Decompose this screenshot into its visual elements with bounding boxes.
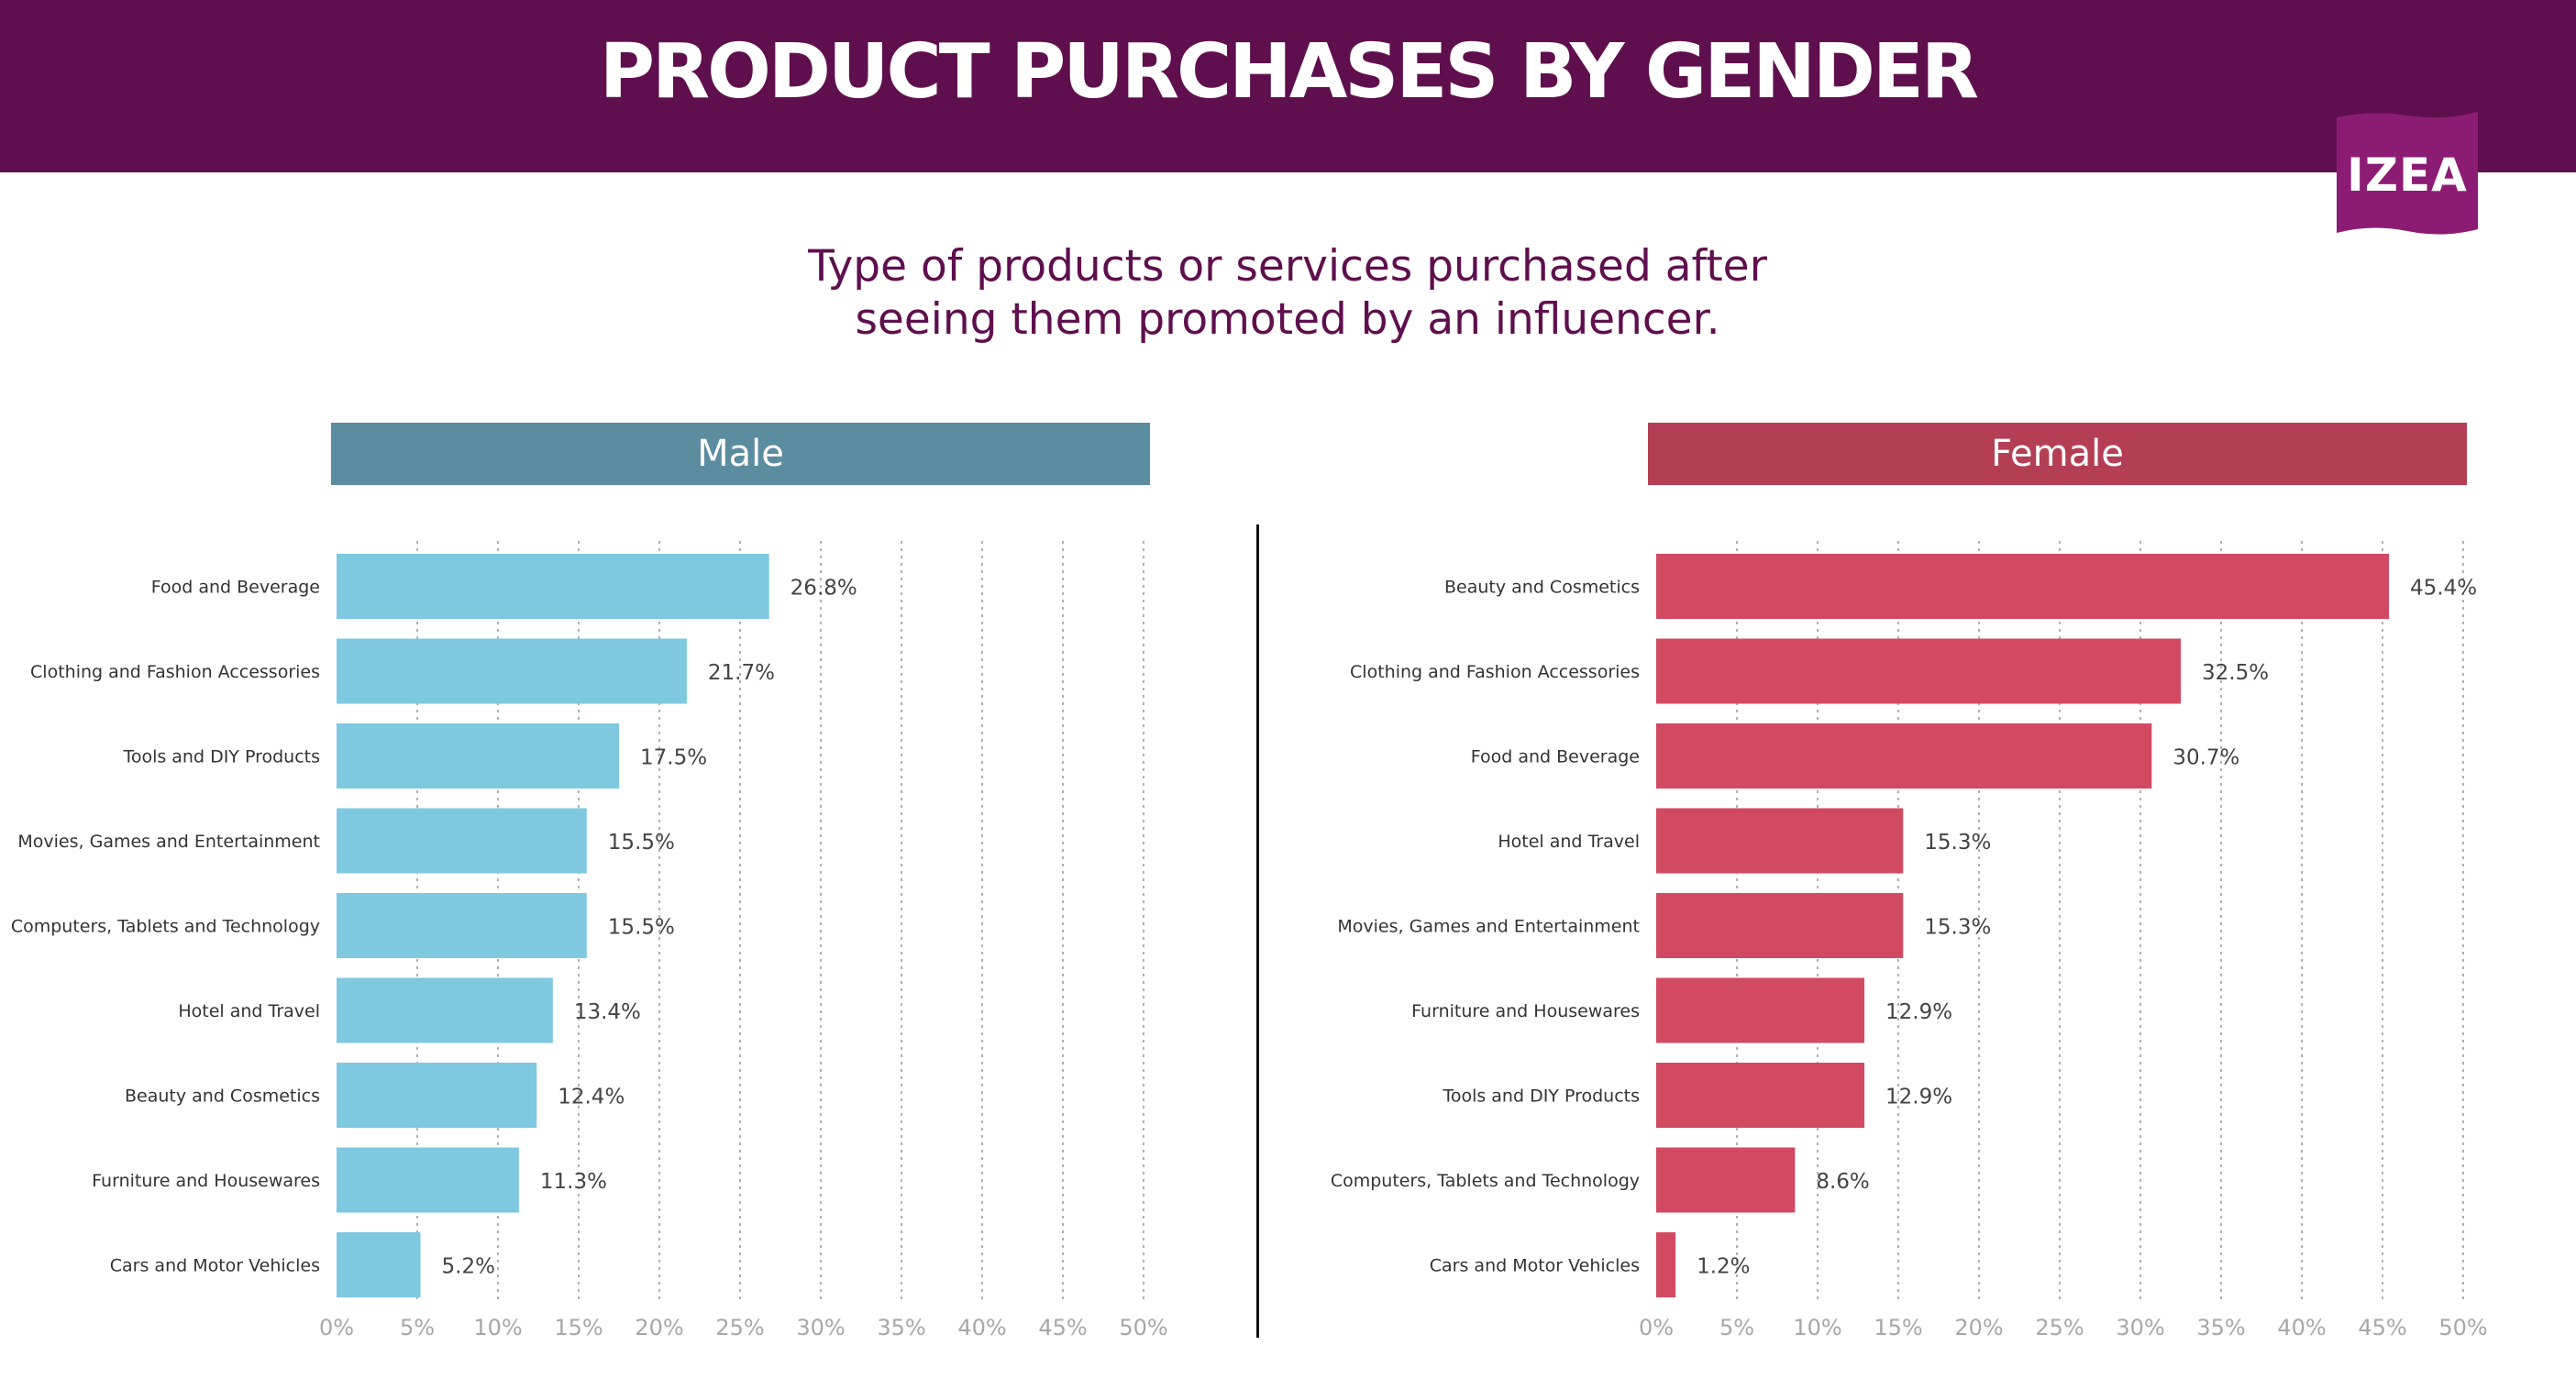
male-bar	[337, 723, 619, 789]
female-value-label: 30.7%	[2172, 746, 2239, 770]
female-value-label: 12.9%	[1885, 1086, 1952, 1109]
subtitle-line-1: Type of products or services purchased a…	[808, 241, 1767, 292]
male-bar	[337, 554, 769, 619]
logo-text: IZEA	[2347, 149, 2468, 202]
male-bar	[337, 1232, 421, 1297]
female-x-tick-label: 30%	[2116, 1315, 2164, 1340]
female-panel-header: Female	[1648, 423, 2467, 485]
chart-subtitle: Type of products or services purchased a…	[646, 240, 1929, 347]
male-value-label: 13.4%	[574, 1000, 641, 1024]
female-bar	[1656, 1232, 1676, 1297]
male-panel-header: Male	[331, 423, 1150, 485]
page-title: PRODUCT PURCHASES BY GENDER	[599, 28, 1979, 116]
female-category-label: Tools and DIY Products	[1442, 1087, 1640, 1107]
male-x-tick-label: 5%	[400, 1315, 435, 1340]
female-category-label: Clothing and Fashion Accessories	[1350, 662, 1640, 682]
female-value-label: 32.5%	[2202, 661, 2269, 685]
male-value-label: 26.8%	[790, 577, 857, 601]
female-x-tick-label: 0%	[1639, 1315, 1674, 1340]
male-value-label: 11.3%	[540, 1170, 607, 1194]
male-x-tick-label: 35%	[877, 1315, 925, 1340]
female-category-label: Furniture and Housewares	[1411, 1001, 1640, 1021]
female-x-tick-label: 50%	[2438, 1315, 2487, 1340]
female-bar	[1656, 808, 1904, 874]
logo-flag	[2337, 112, 2478, 235]
male-category-label: Food and Beverage	[151, 578, 320, 598]
male-bar-chart: 0% 5% 10% 15% 20% 25% 30% 35% 40% 45% 50% Food and …	[11, 541, 1168, 1340]
male-bar	[337, 977, 553, 1043]
male-x-tick-label: 15%	[554, 1315, 603, 1340]
male-x-tick-label: 45%	[1038, 1315, 1087, 1340]
male-x-tick-label: 40%	[957, 1315, 1006, 1340]
male-category-label: Computers, Tablets and Technology	[11, 917, 320, 937]
male-bar	[337, 893, 587, 958]
female-x-tick-label: 40%	[2277, 1315, 2326, 1340]
female-category-label: Food and Beverage	[1471, 747, 1640, 767]
female-bar	[1656, 893, 1904, 958]
male-value-label: 15.5%	[608, 831, 675, 855]
male-value-label: 5.2%	[442, 1255, 495, 1279]
female-value-label: 1.2%	[1697, 1255, 1750, 1279]
female-bar	[1656, 723, 2152, 789]
male-x-tick-label: 10%	[473, 1315, 522, 1340]
female-value-label: 15.3%	[1924, 831, 1991, 855]
male-value-label: 15.5%	[608, 916, 675, 940]
female-bar	[1656, 638, 2181, 704]
subtitle-line-2: seeing them promoted by an influencer.	[855, 294, 1720, 345]
female-x-tick-label: 25%	[2035, 1315, 2084, 1340]
male-bar	[337, 1063, 537, 1128]
female-x-tick-label: 5%	[1719, 1315, 1754, 1340]
male-value-label: 21.7%	[708, 661, 775, 685]
female-x-tick-label: 15%	[1874, 1315, 1922, 1340]
female-x-tick-label: 35%	[2196, 1315, 2245, 1340]
male-x-tick-label: 25%	[715, 1315, 764, 1340]
male-category-label: Tools and DIY Products	[122, 747, 320, 767]
female-category-label: Hotel and Travel	[1498, 832, 1640, 852]
female-bar	[1656, 1147, 1796, 1213]
female-bar	[1656, 977, 1865, 1043]
male-value-label: 12.4%	[558, 1086, 625, 1109]
male-category-label: Clothing and Fashion Accessories	[30, 662, 320, 682]
female-x-tick-label: 10%	[1793, 1315, 1841, 1340]
male-x-tick-label: 0%	[319, 1315, 354, 1340]
female-category-label: Beauty and Cosmetics	[1444, 578, 1640, 598]
female-x-tick-label: 45%	[2358, 1315, 2406, 1340]
female-category-label: Computers, Tablets and Technology	[1331, 1171, 1640, 1191]
female-category-label: Cars and Motor Vehicles	[1430, 1256, 1640, 1276]
female-category-label: Movies, Games and Entertainment	[1337, 917, 1640, 937]
male-bar	[337, 1147, 519, 1213]
female-value-label: 12.9%	[1885, 1000, 1952, 1024]
female-x-tick-label: 20%	[1954, 1315, 2003, 1340]
male-category-label: Cars and Motor Vehicles	[110, 1256, 320, 1276]
male-value-label: 17.5%	[640, 746, 707, 770]
female-value-label: 45.4%	[2410, 577, 2477, 601]
male-category-label: Hotel and Travel	[178, 1001, 320, 1021]
male-category-label: Beauty and Cosmetics	[125, 1087, 320, 1107]
female-bar	[1656, 1063, 1865, 1128]
male-x-tick-label: 20%	[635, 1315, 683, 1340]
male-category-label: Movies, Games and Entertainment	[17, 832, 320, 852]
female-bar	[1656, 554, 2390, 619]
izea-logo-icon: IZEA	[2337, 112, 2478, 235]
male-bar	[337, 808, 587, 874]
female-value-label: 8.6%	[1816, 1170, 1869, 1194]
male-x-tick-label: 50%	[1119, 1315, 1167, 1340]
male-x-tick-label: 30%	[796, 1315, 845, 1340]
female-value-label: 15.3%	[1924, 916, 1991, 940]
male-category-label: Furniture and Housewares	[92, 1171, 320, 1191]
male-bar	[337, 638, 687, 704]
panel-divider	[1256, 524, 1259, 1338]
title-banner	[0, 0, 2576, 172]
